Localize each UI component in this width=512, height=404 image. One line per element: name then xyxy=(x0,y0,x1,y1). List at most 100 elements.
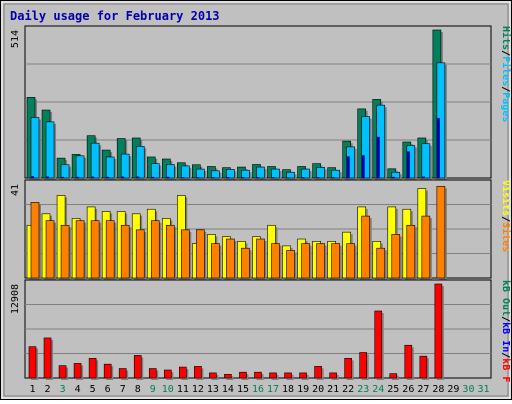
bar-kb-f xyxy=(284,372,292,379)
x-tick-label: 23 xyxy=(357,384,369,395)
bar-files xyxy=(105,156,115,179)
x-tick-label: 2 xyxy=(45,384,51,395)
bar-sites xyxy=(90,220,100,279)
bar-sites xyxy=(45,220,55,279)
bar-files xyxy=(60,164,70,179)
bar-pages xyxy=(226,177,230,178)
bar-kb-f xyxy=(374,310,383,379)
bar-pages xyxy=(391,176,395,178)
axis-title-segment: / xyxy=(500,352,511,358)
bar-pages xyxy=(256,177,260,178)
x-tick-label: 13 xyxy=(207,384,219,395)
bar-sites xyxy=(316,243,325,279)
bar-kb-f xyxy=(43,337,52,379)
bar-sites xyxy=(331,243,340,279)
bar-sites xyxy=(376,247,386,279)
bar-pages xyxy=(436,118,440,178)
bar-sites xyxy=(226,238,235,279)
x-tick-label: 18 xyxy=(282,384,294,395)
bar-pages xyxy=(31,176,34,178)
bar-files xyxy=(271,168,280,179)
bar-files xyxy=(256,166,265,179)
x-tick-label: 24 xyxy=(372,384,384,395)
bar-kb-f xyxy=(314,366,322,379)
bar-pages xyxy=(361,155,365,178)
x-tick-label: 26 xyxy=(402,384,414,395)
bar-kb-f xyxy=(224,374,232,379)
bar-kb-f xyxy=(419,355,428,379)
bar-kb-f xyxy=(359,352,368,379)
bar-sites xyxy=(271,243,280,279)
bar-files xyxy=(120,153,130,179)
bar-sites xyxy=(150,220,160,279)
x-tick-label: 12 xyxy=(192,384,204,395)
axis-title-segment: kB Out xyxy=(500,280,511,316)
x-tick-label: 1 xyxy=(30,384,36,395)
bar-kb-f xyxy=(209,372,217,379)
x-tick-label: 16 xyxy=(252,384,264,395)
bar-pages xyxy=(76,176,80,178)
x-axis-labels: 1 2 3 4 5 6 7 8 9 10 11 12 13 14 15 16 17 18 19 20 21 22 23 24 2… xyxy=(30,384,490,395)
bar-pages xyxy=(46,176,50,178)
bar-sites xyxy=(436,185,446,279)
bar-kb-f xyxy=(179,366,187,379)
x-tick-label: 8 xyxy=(135,384,141,395)
bar-files xyxy=(286,171,295,179)
x-tick-label: 7 xyxy=(120,384,126,395)
bar-files xyxy=(361,116,371,179)
bar-kb-f xyxy=(299,372,307,379)
bar-sites xyxy=(361,215,371,279)
bar-files xyxy=(75,155,85,179)
bar-pages xyxy=(271,177,275,178)
bar-sites xyxy=(256,238,265,279)
x-tick-label: 15 xyxy=(237,384,249,395)
bar-kb-f xyxy=(148,368,157,379)
bar-kb-f xyxy=(329,372,337,379)
x-tick-label: 31 xyxy=(477,384,489,395)
bar-sites xyxy=(406,224,416,279)
bar-pages xyxy=(346,156,350,178)
bar-sites xyxy=(421,215,431,279)
bar-kb-f xyxy=(133,355,142,379)
bar-files xyxy=(301,168,310,179)
bar-sites xyxy=(135,229,145,279)
x-tick-label: 11 xyxy=(177,384,189,395)
bar-sites xyxy=(75,220,85,279)
chart-title: Daily usage for February 2013 xyxy=(10,9,220,23)
x-tick-label: 19 xyxy=(297,384,309,395)
panel-axis-title: kB Out/kB In/kB F xyxy=(500,280,511,382)
axis-title-segment: / xyxy=(500,50,511,56)
bar-pages xyxy=(241,177,245,178)
bar-files xyxy=(30,117,40,179)
bar-pages xyxy=(61,176,65,178)
bar-files xyxy=(165,164,175,179)
x-tick-label: 21 xyxy=(327,384,339,395)
bar-sites xyxy=(105,220,115,279)
bar-files xyxy=(241,169,250,179)
axis-title-segment: Visits xyxy=(500,180,512,216)
bar-sites xyxy=(211,243,220,279)
bar-pages xyxy=(316,177,320,178)
axis-title-segment: / xyxy=(500,316,511,322)
bar-kb-f xyxy=(344,358,352,379)
bar-sites xyxy=(286,250,295,279)
bar-kb-f xyxy=(73,363,82,379)
panel-axis-title: Visits/Sites xyxy=(500,180,512,252)
bar-sites xyxy=(196,229,205,279)
axis-title-segment: Files xyxy=(500,56,512,86)
bar-sites xyxy=(120,224,130,279)
x-tick-label: 4 xyxy=(75,384,81,395)
bar-sites xyxy=(241,247,250,279)
bar-pages xyxy=(166,176,170,178)
x-tick-label: 14 xyxy=(222,384,234,395)
bar-files xyxy=(391,171,401,179)
bar-sites xyxy=(165,224,175,279)
bar-pages xyxy=(421,176,425,178)
x-tick-label: 22 xyxy=(342,384,354,395)
bar-sites xyxy=(346,243,355,279)
bar-kb-f xyxy=(58,365,67,379)
x-tick-label: 28 xyxy=(432,384,444,395)
x-tick-label: 25 xyxy=(387,384,399,395)
bar-files xyxy=(150,163,160,179)
bar-pages xyxy=(196,177,200,178)
